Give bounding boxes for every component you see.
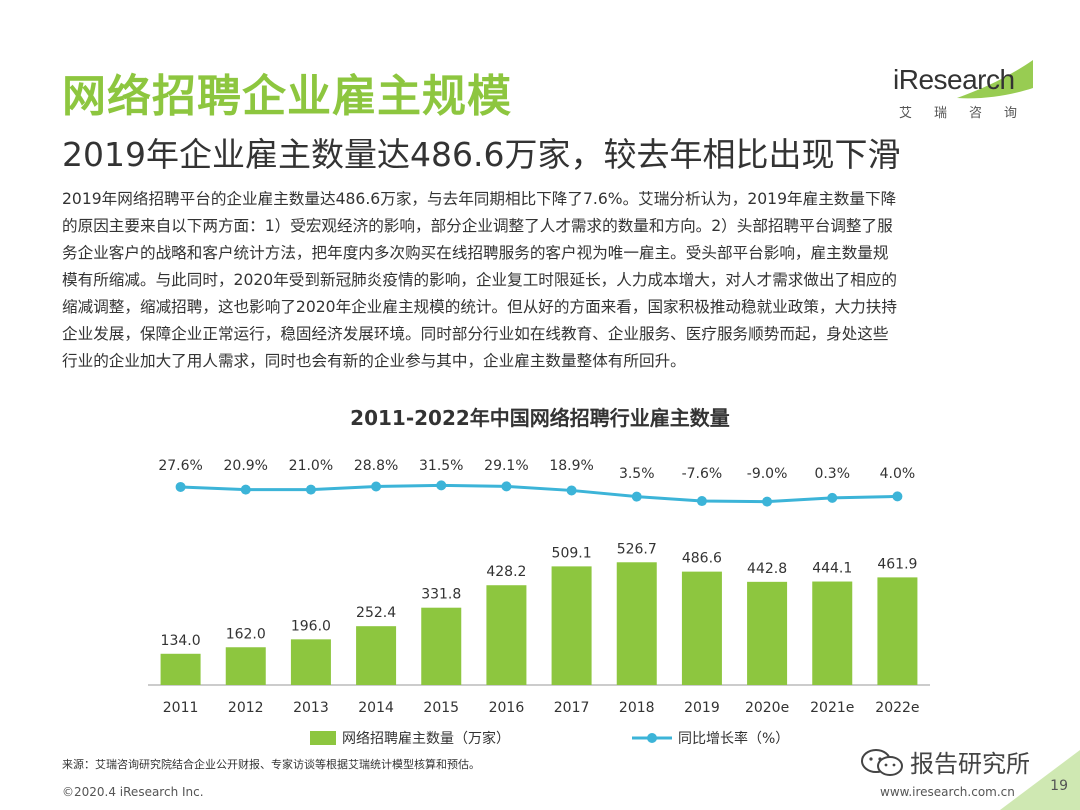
- bar-value-label: 196.0: [291, 618, 331, 634]
- chart-title: 2011-2022年中国网络招聘行业雇主数量: [350, 406, 730, 430]
- bar: [290, 639, 331, 685]
- legend-label-growth: 同比增长率（%）: [678, 731, 790, 747]
- bar-value-label: 331.8: [421, 587, 461, 603]
- growth-point: [175, 481, 186, 492]
- body-line: 模有所缩减。与此同时，2020年受到新冠肺炎疫情的影响，企业复工时限延长，人力成…: [62, 271, 897, 289]
- bar: [160, 653, 201, 685]
- bar-value-label: 461.9: [877, 556, 917, 572]
- source-note: 来源：艾瑞咨询研究院结合企业公开财报、专家访谈等根据艾瑞统计模型核算和预估。: [62, 758, 480, 771]
- growth-value-label: -7.6%: [682, 466, 723, 482]
- copyright: ©2020.4 iResearch Inc.: [62, 785, 204, 799]
- corner-decoration: [1000, 750, 1080, 810]
- body-line: 行业的企业加大了用人需求，同时也会有新的企业参与其中，企业雇主数量整体有所回升。: [62, 352, 686, 370]
- growth-point: [240, 484, 251, 495]
- body-paragraph: 2019年网络招聘平台的企业雇主数量达486.6万家，与去年同期相比下降了7.6…: [62, 186, 1030, 375]
- iresearch-logo: iResearch 艾瑞咨询: [885, 58, 1035, 124]
- growth-value-label: 28.8%: [354, 458, 398, 474]
- bar: [812, 581, 853, 685]
- x-tick-label: 2011: [163, 700, 199, 716]
- growth-value-label: 20.9%: [224, 458, 268, 474]
- growth-point: [631, 491, 642, 502]
- legend-item-growth: 同比增长率（%）: [632, 728, 789, 748]
- x-tick-label: 2020e: [745, 700, 789, 716]
- bar: [747, 581, 788, 685]
- logo-cn: 艾瑞咨询: [899, 106, 1040, 121]
- bar-value-label: 509.1: [552, 545, 592, 561]
- growth-value-label: 21.0%: [289, 458, 333, 474]
- body-line: 的原因主要来自以下两方面：1）受宏观经济的影响，部分企业调整了人才需求的数量和方…: [62, 217, 893, 235]
- bar-value-label: 134.0: [161, 633, 201, 649]
- bar: [616, 562, 657, 685]
- growth-point: [371, 481, 382, 492]
- website: www.iresearch.com.cn: [880, 785, 1015, 799]
- bar-value-label: 428.2: [486, 564, 526, 580]
- x-tick-label: 2016: [489, 700, 525, 716]
- legend-label-employers: 网络招聘雇主数量（万家）: [342, 731, 510, 747]
- x-tick-label: 2013: [293, 700, 329, 716]
- growth-point: [892, 491, 903, 502]
- bar: [877, 577, 918, 685]
- growth-point: [827, 492, 838, 503]
- body-line: 企业发展，保障企业正常运行，稳固经济发展环境。同时部分行业如在线教育、企业服务、…: [62, 325, 889, 343]
- bar-value-label: 486.6: [682, 551, 722, 567]
- x-tick-label: 2021e: [810, 700, 854, 716]
- watermark: 报告研究所: [860, 744, 1030, 779]
- growth-value-label: 0.3%: [814, 466, 850, 482]
- watermark-text: 报告研究所: [910, 750, 1030, 778]
- bar: [486, 585, 527, 685]
- growth-point: [566, 485, 577, 496]
- logo-text: iResearch: [893, 64, 1015, 95]
- legend-bar-swatch: [310, 731, 336, 745]
- bar-value-label: 442.8: [747, 561, 787, 577]
- growth-point: [501, 481, 512, 492]
- growth-point: [696, 496, 707, 507]
- bar: [356, 626, 397, 685]
- growth-value-label: 3.5%: [619, 466, 655, 482]
- x-tick-label: 2015: [423, 700, 459, 716]
- bar-value-label: 444.1: [812, 561, 852, 577]
- growth-value-label: 4.0%: [880, 466, 916, 482]
- wechat-icon: [861, 749, 903, 776]
- x-tick-label: 2019: [684, 700, 720, 716]
- bar: [681, 571, 722, 685]
- x-tick-label: 2018: [619, 700, 655, 716]
- x-tick-label: 2014: [358, 700, 394, 716]
- growth-value-label: 31.5%: [419, 458, 463, 474]
- chart-legend: 网络招聘雇主数量（万家） 同比增长率（%）: [0, 728, 1080, 752]
- growth-point: [305, 484, 316, 495]
- bar-value-label: 162.0: [226, 626, 266, 642]
- page-title: 网络招聘企业雇主规模: [62, 71, 512, 122]
- x-tick-label: 2017: [554, 700, 590, 716]
- growth-point: [762, 496, 773, 507]
- body-line: 2019年网络招聘平台的企业雇主数量达486.6万家，与去年同期相比下降了7.6…: [62, 190, 897, 208]
- body-line: 务企业客户的战略和客户统计方法，把年度内多次购买在线招聘服务的客户视为唯一雇主。…: [62, 244, 889, 262]
- logo-swoosh-icon: [957, 60, 1033, 99]
- growth-value-label: 27.6%: [158, 458, 202, 474]
- growth-value-label: 29.1%: [484, 458, 528, 474]
- page-subtitle: 2019年企业雇主数量达486.6万家，较去年相比出现下滑: [62, 135, 901, 174]
- bar: [551, 566, 592, 685]
- growth-line: [180, 483, 898, 504]
- growth-point: [436, 480, 447, 491]
- legend-item-employers: 网络招聘雇主数量（万家）: [310, 728, 510, 748]
- bar: [225, 647, 266, 685]
- x-tick-label: 2022e: [875, 700, 919, 716]
- x-tick-label: 2012: [228, 700, 264, 716]
- growth-value-label: 18.9%: [549, 458, 593, 474]
- bar-value-label: 252.4: [356, 605, 396, 621]
- legend-line-swatch: [632, 733, 672, 743]
- bar-value-label: 526.7: [617, 541, 657, 557]
- bar: [421, 607, 462, 685]
- page-number: 19: [1050, 778, 1068, 794]
- growth-value-label: -9.0%: [747, 466, 788, 482]
- body-line: 缩减调整，缩减招聘，这也影响了2020年企业雇主规模的统计。但从好的方面来看，国…: [62, 298, 897, 316]
